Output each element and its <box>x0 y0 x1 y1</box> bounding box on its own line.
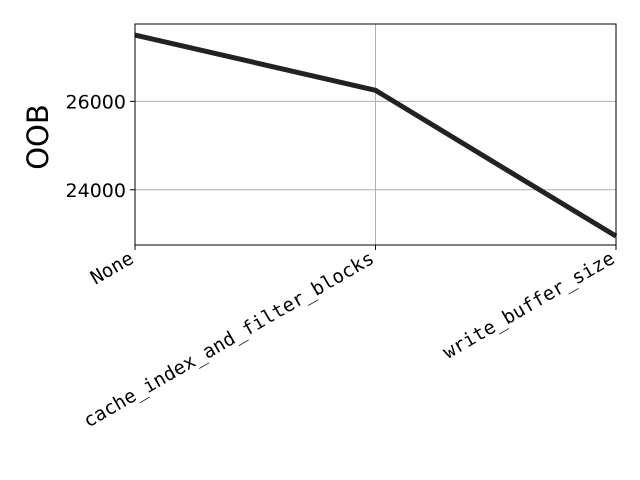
grid <box>134 24 617 245</box>
series-layer <box>134 32 618 239</box>
series-line <box>134 32 618 239</box>
y-tick-label: 24000 <box>66 180 126 202</box>
x-tick-label: write_buffer_size <box>439 247 618 363</box>
x-tick-label: None <box>87 247 138 289</box>
y-tick-label: 26000 <box>66 91 126 113</box>
ticks-layer: 24000 26000 Nonecache_index_and_filter_blo… <box>66 91 619 432</box>
x-tick-label: cache_index_and_filter_blocks <box>80 247 378 432</box>
y-axis-label: OOB <box>21 104 55 170</box>
